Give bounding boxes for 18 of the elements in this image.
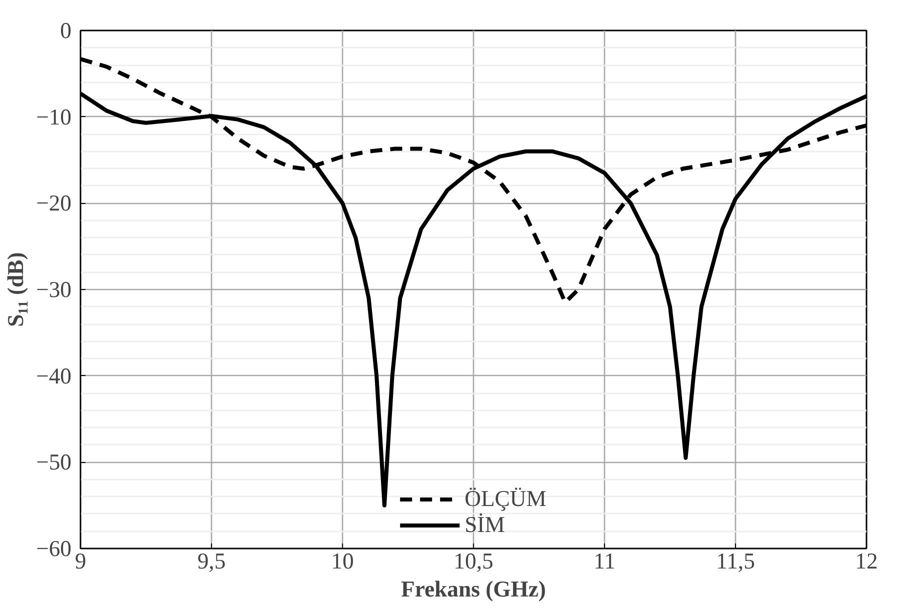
y-tick-label: −30 (36, 277, 72, 302)
x-axis-title: Frekans (GHz) (401, 576, 546, 602)
x-tick-label: 11 (594, 548, 616, 574)
y-tick-label: −50 (36, 450, 72, 475)
x-tick-label: 9 (74, 548, 86, 574)
x-tick-label: 10 (331, 548, 354, 574)
y-tick-label: −40 (36, 363, 72, 388)
x-tick-label: 11,5 (716, 548, 755, 574)
legend-label: SİM (464, 512, 505, 538)
y-tick-label: −10 (36, 104, 72, 130)
x-tick-label: 10,5 (454, 548, 494, 574)
x-tick-label: 12 (855, 548, 878, 574)
y-tick-label: 0 (60, 18, 72, 43)
legend-label: ÖLÇÜM (464, 486, 546, 512)
y-tick-label: −20 (36, 190, 72, 216)
y-axis-title: S₁₁ (dB) (3, 252, 28, 327)
x-tick-label: 9,5 (197, 548, 226, 574)
y-tick-label: −60 (36, 536, 72, 561)
